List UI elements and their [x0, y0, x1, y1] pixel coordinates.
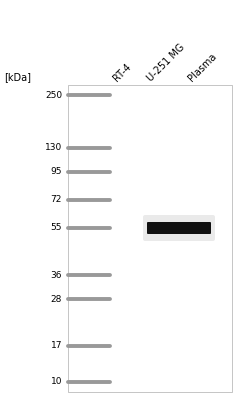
Text: 55: 55 [50, 224, 62, 232]
Text: 28: 28 [51, 294, 62, 304]
FancyBboxPatch shape [147, 222, 211, 234]
Text: 36: 36 [50, 270, 62, 280]
Text: 95: 95 [50, 168, 62, 176]
Text: 72: 72 [51, 196, 62, 204]
FancyBboxPatch shape [143, 215, 215, 241]
Text: 10: 10 [50, 378, 62, 386]
Text: 130: 130 [45, 144, 62, 152]
Text: RT-4: RT-4 [111, 61, 133, 83]
Text: U-251 MG: U-251 MG [145, 42, 186, 83]
Text: 17: 17 [50, 342, 62, 350]
Text: Plasma: Plasma [186, 51, 218, 83]
Bar [68, 85, 232, 392]
Text: 250: 250 [45, 90, 62, 100]
Text: [kDa]: [kDa] [4, 72, 31, 82]
